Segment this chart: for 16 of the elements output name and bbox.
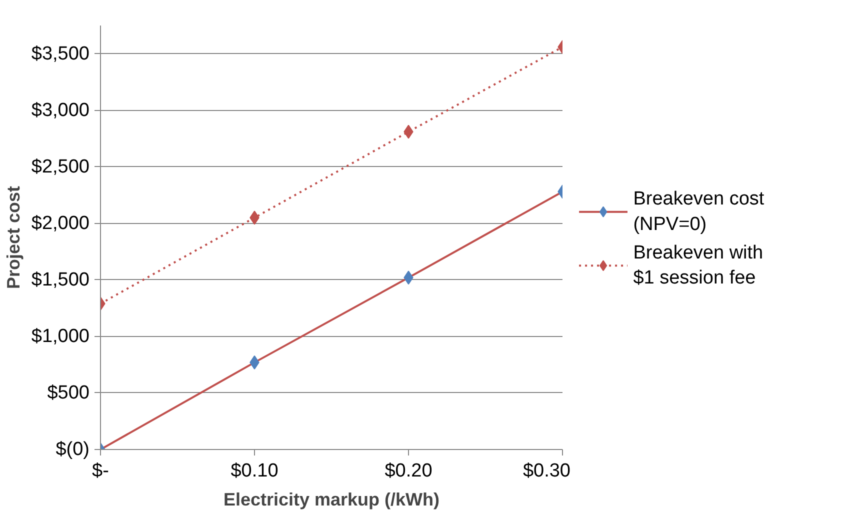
legend-label: Breakeven with $1 session fee (633, 242, 764, 289)
y-tick-label: $(0) (56, 439, 90, 460)
y-tick-label: $2,500 (31, 156, 90, 178)
x-tick-label: $0.10 (230, 460, 278, 482)
y-axis-title: Project cost (3, 186, 24, 290)
x-axis-title: Electricity markup (/kWh) (223, 490, 440, 510)
x-tick-label: $0.20 (384, 460, 432, 482)
x-tick-label: $0.30 (522, 460, 570, 482)
y-tick-label: $500 (47, 382, 90, 404)
legend-label: Breakeven cost (NPV=0) (633, 188, 765, 235)
y-tick-label: $2,000 (31, 212, 90, 234)
y-tick-label: $3,500 (31, 43, 90, 64)
y-tick-label: $3,000 (31, 100, 90, 121)
x-tick-label: $- (92, 460, 109, 482)
y-tick-label: $1,000 (31, 326, 90, 347)
y-tick-label: $1,500 (31, 269, 90, 290)
